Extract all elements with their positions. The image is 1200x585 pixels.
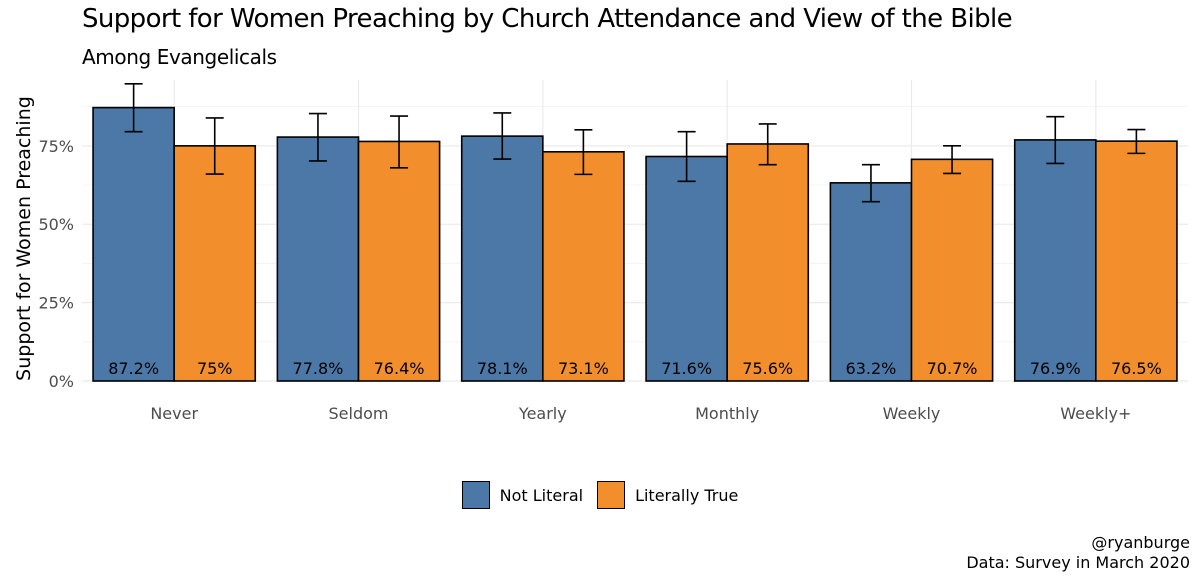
x-tick-label-never: Never	[150, 404, 198, 423]
legend-swatch-not-literal	[461, 481, 490, 509]
data-label-not-literal-seldom: 77.8%	[293, 359, 344, 378]
legend-item-literally-true: Literally True	[597, 481, 738, 509]
bar-not-literal-never	[92, 106, 175, 382]
legend-item-not-literal: Not Literal	[461, 481, 584, 509]
bar-literally-true-weekly	[1095, 140, 1178, 382]
plot-background	[82, 80, 1188, 381]
bar-not-literal-weekly	[829, 182, 913, 382]
chart-title: Support for Women Preaching by Church At…	[82, 4, 1013, 34]
data-label-not-literal-weekly: 76.9%	[1030, 359, 1081, 378]
data-label-not-literal-weekly: 63.2%	[846, 359, 897, 378]
bar-not-literal-monthly	[645, 155, 728, 382]
bar-chart: 0% 25% 50% 75% 87.2% 75% Never 77.8% 76.4% Seldom…	[13, 80, 1188, 423]
data-label-literally-true-weekly: 76.5%	[1111, 359, 1162, 378]
y-tick-label: 0%	[49, 372, 74, 391]
bar-not-literal-seldom	[276, 136, 360, 382]
bar-literally-true-never	[173, 145, 257, 382]
bar-literally-true-seldom	[357, 140, 441, 382]
x-tick-label-yearly: Yearly	[518, 404, 567, 423]
bar-not-literal-weekly	[1013, 139, 1097, 382]
legend-label-literally-true: Literally True	[635, 485, 739, 505]
y-tick-label: 50%	[38, 215, 74, 234]
legend-swatch-literally-true	[597, 481, 626, 509]
caption: @ryanburge Data: Survey in March 2020	[966, 533, 1190, 573]
bar-literally-true-monthly	[726, 143, 810, 382]
data-label-literally-true-monthly: 75.6%	[742, 359, 793, 378]
caption-author: @ryanburge	[1091, 533, 1190, 552]
data-label-not-literal-yearly: 78.1%	[477, 359, 528, 378]
y-axis-title: Support for Women Preaching	[13, 96, 35, 381]
chart-subtitle: Among Evangelicals	[82, 45, 277, 69]
data-label-literally-true-weekly: 70.7%	[927, 359, 978, 378]
bar-literally-true-yearly	[542, 151, 625, 382]
bar-not-literal-yearly	[460, 135, 544, 382]
data-label-not-literal-never: 87.2%	[108, 359, 159, 378]
data-label-literally-true-seldom: 76.4%	[374, 359, 425, 378]
bar-literally-true-weekly	[910, 158, 994, 382]
legend: Not Literal Literally True	[0, 481, 1200, 509]
x-tick-label-weekly: Weekly+	[1060, 404, 1131, 423]
x-tick-label-weekly: Weekly	[883, 404, 941, 423]
x-tick-label-seldom: Seldom	[329, 404, 389, 423]
y-tick-label: 75%	[38, 137, 74, 156]
data-label-literally-true-never: 75%	[197, 359, 233, 378]
y-tick-label: 25%	[38, 294, 74, 313]
x-tick-label-monthly: Monthly	[695, 404, 759, 423]
caption-source: Data: Survey in March 2020	[966, 553, 1190, 572]
data-label-not-literal-monthly: 71.6%	[661, 359, 712, 378]
legend-label-not-literal: Not Literal	[499, 485, 584, 505]
data-label-literally-true-yearly: 73.1%	[558, 359, 609, 378]
